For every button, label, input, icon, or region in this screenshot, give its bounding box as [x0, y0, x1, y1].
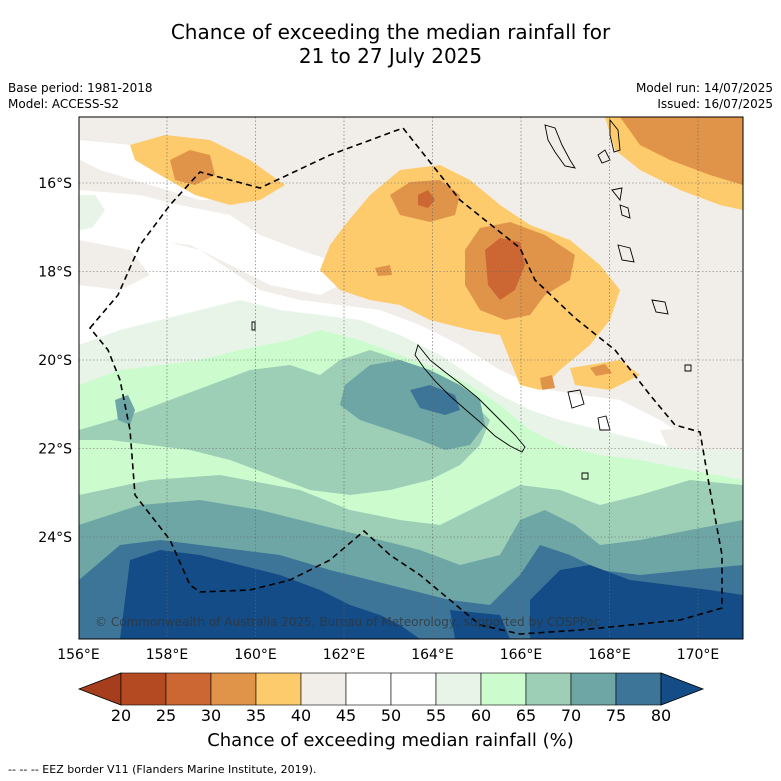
- contour-55-60: [79, 195, 105, 230]
- colorbar-tick-label: 50: [381, 706, 401, 725]
- lat-tick-label: 16°S: [38, 176, 72, 192]
- colorbar-bin: [435, 672, 482, 706]
- colorbar-tick-label: 35: [246, 706, 266, 725]
- contour-30-35: [375, 265, 392, 276]
- lon-tick-label: 162°E: [323, 647, 366, 663]
- contour-70-75: [115, 395, 135, 425]
- lat-tick-label: 24°S: [38, 530, 72, 546]
- colorbar-tick-label: 45: [336, 706, 356, 725]
- vanuatu-coastline: [597, 149, 611, 164]
- map-title-line2: 21 to 27 July 2025: [298, 44, 483, 68]
- lon-tick-label: 170°E: [677, 647, 720, 663]
- map-panel: © Commonwealth of Australia 2025, Bureau…: [78, 116, 744, 640]
- contour-30-35: [590, 364, 612, 376]
- contour-30-35: [620, 117, 743, 185]
- contour-30-35: [170, 150, 215, 185]
- colorbar-bin: [570, 672, 617, 706]
- eez-legend-text: -- -- -- EEZ border V11 (Flanders Marine…: [8, 763, 317, 776]
- vanuatu-coastline: [544, 124, 576, 169]
- lon-tick-label: 168°E: [588, 647, 631, 663]
- colorbar-extend-low: [77, 672, 122, 706]
- lat-tick-label: 18°S: [38, 265, 72, 281]
- new-caledonia-coastline: [414, 344, 526, 453]
- colorbar-tick-label: 60: [471, 706, 491, 725]
- colorbar-tick-label: 80: [651, 706, 671, 725]
- loyalty-islands-coastline: [567, 389, 585, 409]
- colorbar-tick-label: 70: [561, 706, 581, 725]
- lat-tick-label: 20°S: [38, 353, 72, 369]
- colorbar-bin: [345, 672, 392, 706]
- coastlines: [251, 118, 692, 480]
- contour-45-55: [79, 190, 350, 295]
- colorbar-tick-label: 30: [201, 706, 221, 725]
- colorbar-tick-label: 75: [606, 706, 626, 725]
- map-frame: [78, 116, 744, 640]
- issued-text: Issued: 16/07/2025: [657, 97, 773, 111]
- colorbar-tick-label: 20: [111, 706, 131, 725]
- contour-25-30: [418, 190, 435, 208]
- base-period-text: Base period: 1981-2018: [8, 81, 153, 95]
- contour-25-30: [485, 238, 525, 300]
- colorbar-tick-label: 65: [516, 706, 536, 725]
- colorbar-bin: [525, 672, 572, 706]
- lon-tick-label: 164°E: [411, 647, 454, 663]
- contour-above-80: [530, 565, 743, 639]
- vanuatu-coastline: [617, 244, 635, 263]
- lon-tick-label: 160°E: [234, 647, 277, 663]
- colorbar-bin: [615, 672, 662, 706]
- lon-tick-label: 166°E: [500, 647, 543, 663]
- colorbar-tick-label: 55: [426, 706, 446, 725]
- colorbar-bin: [300, 672, 347, 706]
- contour-40-45: [79, 240, 150, 290]
- colorbar-bin: [390, 672, 437, 706]
- contour-above-80: [120, 550, 420, 639]
- island-coastline: [581, 472, 589, 480]
- contour-70-75: [340, 360, 485, 450]
- graticule: [79, 117, 743, 639]
- colorbar-bin: [480, 672, 527, 706]
- vanuatu-coastline: [609, 118, 621, 153]
- lon-tick-label: 156°E: [57, 647, 100, 663]
- colorbar-tick-label: 25: [156, 706, 176, 725]
- longitude-axis: 156°E 158°E 160°E 162°E 164°E 166°E 168°…: [57, 647, 719, 663]
- colorbar-bin: [165, 672, 212, 706]
- model-text: Model: ACCESS-S2: [8, 97, 120, 111]
- island-coastline: [251, 321, 256, 331]
- contour-30-35: [540, 375, 555, 390]
- vanuatu-coastline: [619, 204, 631, 219]
- lon-tick-label: 158°E: [146, 647, 189, 663]
- island-coastline: [684, 364, 692, 372]
- colorbar-bin: [210, 672, 257, 706]
- contour-75-80: [410, 385, 460, 415]
- colorbar-label: Chance of exceeding median rainfall (%): [207, 730, 574, 751]
- contour-40-45: [660, 425, 743, 452]
- model-run-text: Model run: 14/07/2025: [635, 81, 773, 95]
- colorbar-tick-label: 40: [291, 706, 311, 725]
- colorbar-bin: [120, 672, 167, 706]
- colorbar-extend-high: [660, 672, 705, 706]
- colorbar-bin: [255, 672, 302, 706]
- lat-tick-label: 22°S: [38, 442, 72, 458]
- contour-35-40: [570, 360, 640, 390]
- vanuatu-coastline: [651, 299, 669, 315]
- eez-border: [88, 127, 723, 635]
- vanuatu-coastline: [611, 187, 623, 202]
- latitude-axis: 16°S 18°S 20°S 22°S 24°S: [38, 176, 72, 546]
- map-credit-text: © Commonwealth of Australia 2025, Bureau…: [95, 615, 600, 629]
- map-title-line1: Chance of exceeding the median rainfall …: [170, 20, 611, 44]
- loyalty-islands-coastline: [597, 415, 611, 431]
- colorbar: 20 25 30 35 40 45 50 55 60 65 70 75 80: [77, 672, 705, 725]
